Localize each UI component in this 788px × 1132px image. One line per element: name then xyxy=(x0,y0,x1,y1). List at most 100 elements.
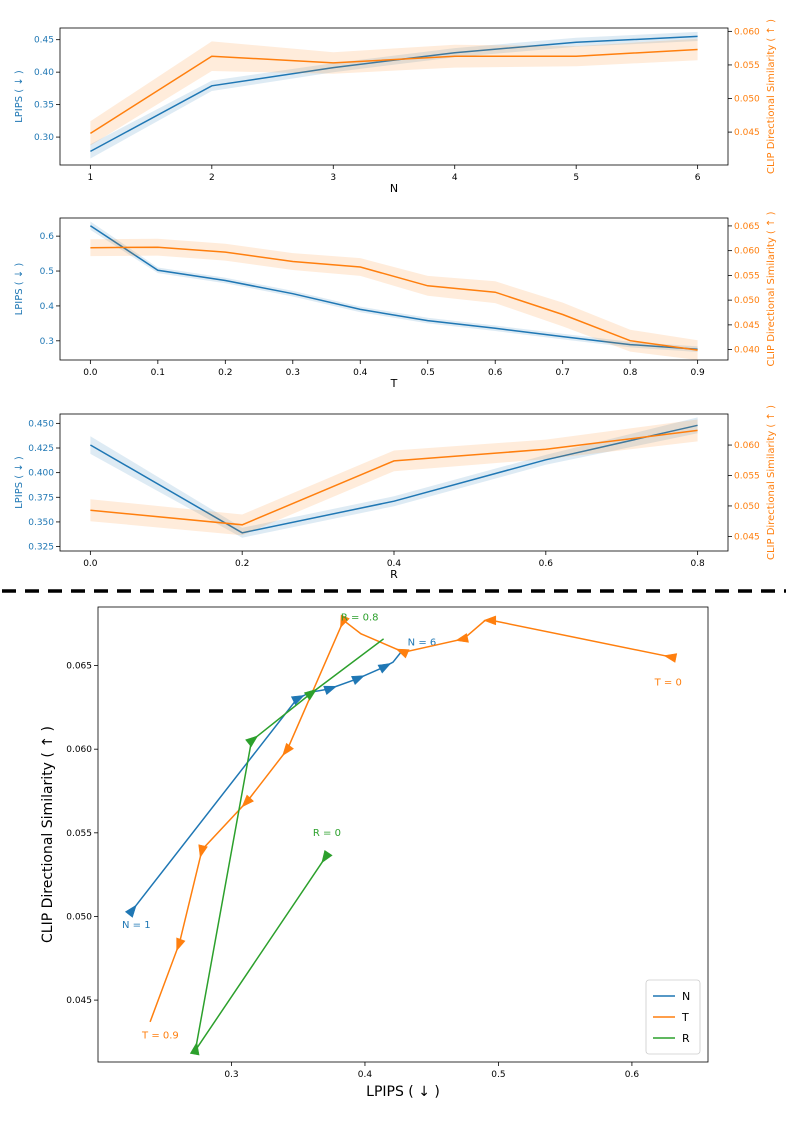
y-right-tick-label: 0.055 xyxy=(734,471,760,481)
x-tick-label: 0.0 xyxy=(83,368,98,378)
x-tick-label: 0.2 xyxy=(235,559,249,569)
confidence-band-left xyxy=(90,31,698,159)
legend-label-R: R xyxy=(682,1032,690,1045)
x-tick-label: 3 xyxy=(330,173,336,183)
arrow-marker-T xyxy=(663,653,678,663)
arrow-marker-N xyxy=(377,663,392,674)
y-right-axis-label: CLIP Directional Similarity ( ↑ ) xyxy=(766,405,777,560)
series-line-right xyxy=(89,48,698,135)
y-left-tick-label: 0.5 xyxy=(40,267,54,277)
y-right-tick-label: 0.065 xyxy=(734,222,760,232)
legend: NTR xyxy=(645,979,701,1055)
x-tick-label: 0.6 xyxy=(539,559,554,569)
y-right-tick-label: 0.050 xyxy=(734,502,760,512)
arrow-marker-T xyxy=(176,937,186,952)
arrow-marker-T xyxy=(483,615,497,626)
x-tick-label: 0.9 xyxy=(690,368,705,378)
x-tick-label: 0.8 xyxy=(623,368,638,378)
confidence-band-right xyxy=(90,238,698,360)
panel-n-vs-metrics: 1 2 3 4 5 6 0.30 0.35 0.40 0.45 0.045 0.050 0.055 0.0… xyxy=(14,19,777,195)
y-left-tick-label: 0.35 xyxy=(34,101,54,111)
y-left-tick-label: 0.3 xyxy=(40,337,54,347)
legend-label-N: N xyxy=(682,990,690,1003)
y-tick-label: 0.045 xyxy=(66,996,92,1006)
y-left-tick-label: 0.6 xyxy=(40,232,55,242)
arrow-marker-N xyxy=(323,685,338,696)
x-tick-label: 0.5 xyxy=(421,368,435,378)
y-right-tick-label: 0.060 xyxy=(734,27,760,37)
x-tick-label: 1 xyxy=(87,173,93,183)
x-tick-label: 2 xyxy=(209,173,215,183)
series-line-left xyxy=(89,225,698,350)
point-annotation-N: N = 6 xyxy=(408,637,437,648)
x-tick-label: 0.0 xyxy=(83,559,98,569)
y-left-tick-label: 0.350 xyxy=(28,518,54,528)
arrow-marker-N xyxy=(124,904,137,918)
x-tick-label: 0.3 xyxy=(286,368,300,378)
y-right-tick-label: 0.050 xyxy=(734,95,760,105)
arrow-marker-N xyxy=(290,695,305,706)
arrow-marker-R xyxy=(189,1041,200,1056)
arrow-marker-T xyxy=(395,648,410,659)
arrow-marker-T xyxy=(198,844,208,859)
y-tick-label: 0.065 xyxy=(66,662,92,672)
point-annotation-T: T = 0.9 xyxy=(141,1031,179,1042)
y-right-tick-label: 0.045 xyxy=(734,532,760,542)
x-tick-label: 0.2 xyxy=(218,368,232,378)
x-axis-label: R xyxy=(390,568,398,581)
panel-tradeoff: 0.3 0.4 0.5 0.6 0.045 0.050 0.055 0.060 0.065 LPI… xyxy=(40,606,709,1100)
panel-t-vs-metrics: 0.0 0.1 0.2 0.3 0.4 0.5 0.6 0.7 0.8 0.9 0.3 0.4 0.5 0… xyxy=(14,211,777,390)
point-annotation-N: N = 1 xyxy=(122,920,151,931)
arrow-marker-R xyxy=(245,735,259,748)
y-left-tick-label: 0.40 xyxy=(34,68,54,78)
confidence-band-right xyxy=(90,419,698,536)
plot-frame xyxy=(59,217,729,361)
x-axis-label: N xyxy=(390,182,398,195)
y-right-tick-label: 0.050 xyxy=(734,296,760,306)
plot-frame xyxy=(59,27,729,166)
x-tick-label: 0.1 xyxy=(151,368,165,378)
y-left-tick-label: 0.450 xyxy=(28,419,54,429)
series-line-right xyxy=(90,246,698,351)
y-left-tick-label: 0.30 xyxy=(34,133,54,143)
arrow-marker-R xyxy=(303,688,318,701)
x-axis-label: LPIPS ( ↓ ) xyxy=(366,1084,440,1100)
y-right-tick-label: 0.055 xyxy=(734,271,760,281)
plot-frame xyxy=(97,606,709,1063)
x-axis-label: T xyxy=(390,377,398,390)
y-left-axis-label: LPIPS ( ↓ ) xyxy=(14,456,25,509)
y-left-tick-label: 0.45 xyxy=(34,36,54,46)
y-right-tick-label: 0.045 xyxy=(734,128,760,138)
arrow-marker-T xyxy=(455,633,469,643)
series-line-N xyxy=(130,650,403,912)
x-tick-label: 0.3 xyxy=(224,1070,238,1080)
y-tick-label: 0.050 xyxy=(66,912,92,922)
y-left-tick-label: 0.425 xyxy=(28,444,54,454)
y-left-tick-label: 0.325 xyxy=(28,543,54,553)
y-right-axis-label: CLIP Directional Similarity ( ↑ ) xyxy=(766,19,777,174)
x-tick-label: 0.6 xyxy=(625,1070,640,1080)
arrow-marker-T xyxy=(241,794,254,808)
series-line-right xyxy=(90,429,698,526)
y-tick-label: 0.060 xyxy=(66,745,92,755)
x-tick-label: 0.5 xyxy=(491,1070,505,1080)
point-annotation-T: T = 0 xyxy=(654,678,682,689)
x-tick-label: 4 xyxy=(452,173,458,183)
x-tick-label: 0.4 xyxy=(353,368,368,378)
confidence-band-right xyxy=(90,38,698,146)
x-tick-label: 0.8 xyxy=(690,559,705,569)
x-tick-label: 0.7 xyxy=(556,368,570,378)
y-left-axis-label: LPIPS ( ↓ ) xyxy=(14,263,25,316)
series-line-R xyxy=(194,638,385,1051)
x-tick-label: 6 xyxy=(695,173,701,183)
x-tick-label: 0.4 xyxy=(387,559,402,569)
y-left-tick-label: 0.4 xyxy=(40,302,55,312)
y-right-axis-label: CLIP Directional Similarity ( ↑ ) xyxy=(766,211,777,366)
series-line-left xyxy=(90,424,698,534)
x-tick-label: 5 xyxy=(573,173,579,183)
legend-label-T: T xyxy=(681,1011,689,1024)
y-axis-label: CLIP Directional Similarity ( ↑ ) xyxy=(40,726,56,943)
x-tick-label: 0.6 xyxy=(488,368,503,378)
